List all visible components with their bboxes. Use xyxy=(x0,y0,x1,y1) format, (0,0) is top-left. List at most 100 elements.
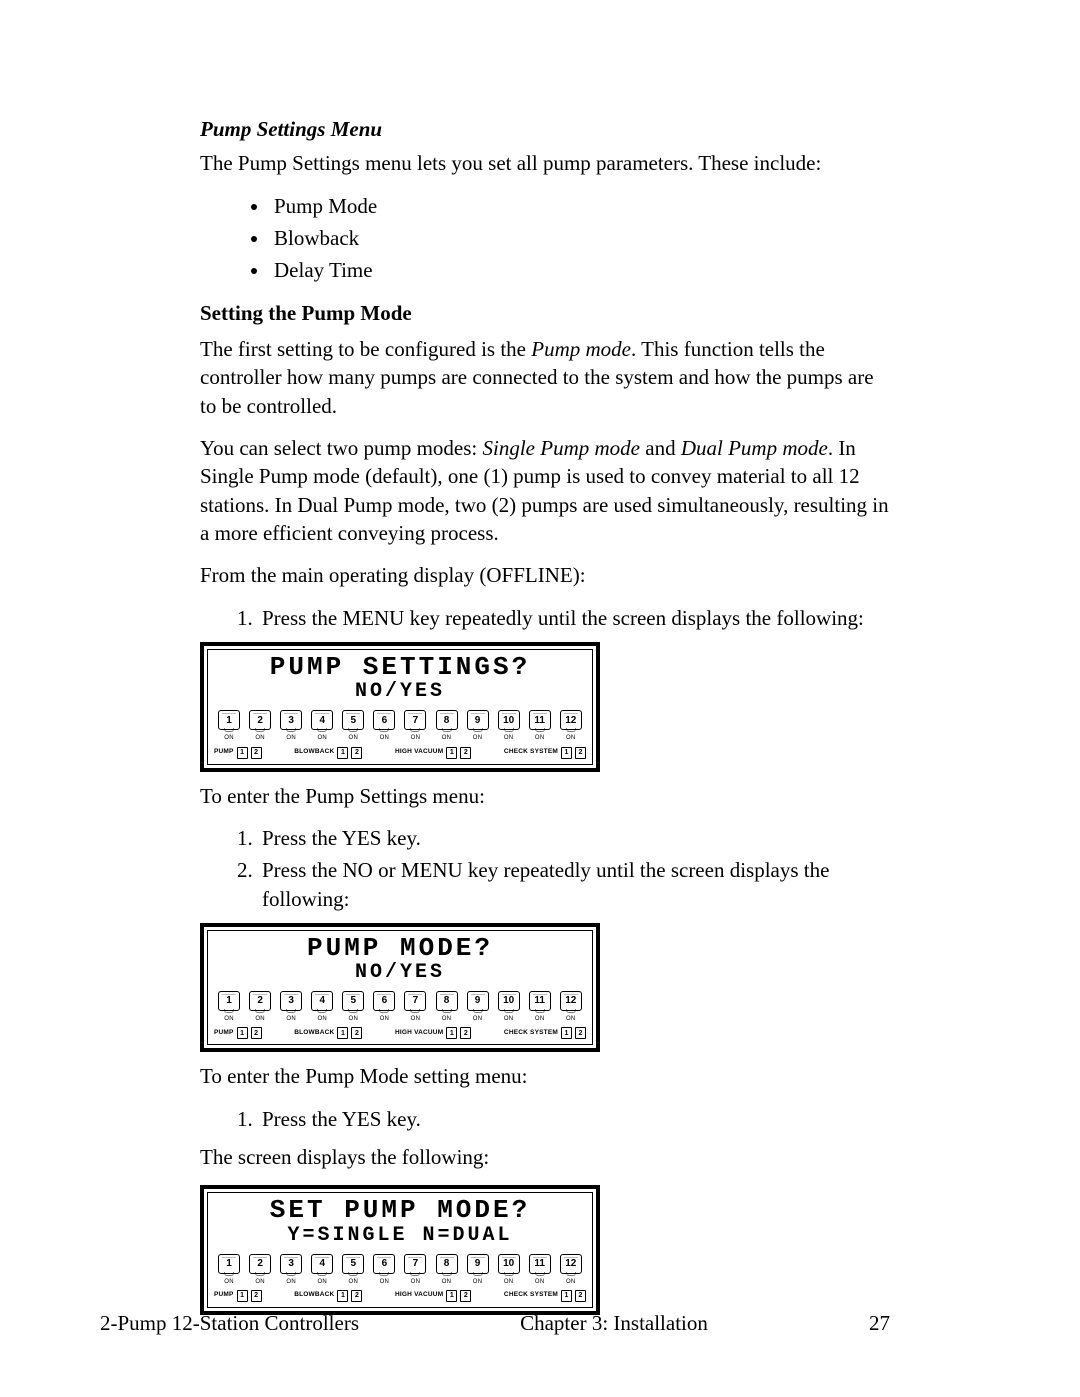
on-label: ON xyxy=(380,734,390,742)
station-key: 12 xyxy=(560,1254,582,1274)
indicator-group: CHECK SYSTEM12 xyxy=(504,747,586,759)
station: 12 ON xyxy=(557,710,585,742)
on-label: ON xyxy=(473,734,483,742)
bullet-item: Pump Mode xyxy=(270,192,890,220)
paragraph: To enter the Pump Settings menu: xyxy=(200,782,890,810)
station: 5 ON xyxy=(339,991,367,1023)
on-label: ON xyxy=(566,734,576,742)
group-label: BLOWBACK xyxy=(294,1029,334,1038)
indicator-group: HIGH VACUUM12 xyxy=(395,1290,471,1302)
station: 5ON xyxy=(339,1254,367,1286)
station-key: 7 xyxy=(404,991,426,1011)
station: 10ON xyxy=(495,991,523,1023)
controller-illustration: PUMP SETTINGS?NO/YES1ON2ON3ON4ON5ON6ON7O… xyxy=(200,642,600,771)
device-inner: SET PUMP MODE?Y=SINGLE N=DUAL1ON2ON3ON4O… xyxy=(207,1192,593,1307)
group-label: CHECK SYSTEM xyxy=(504,1029,558,1038)
station: 1 ON xyxy=(215,991,243,1023)
station-key: 10 xyxy=(498,1254,520,1274)
station: 3ON xyxy=(277,991,305,1023)
station: 2ON xyxy=(246,991,274,1023)
controller-illustration: SET PUMP MODE?Y=SINGLE N=DUAL1ON2ON3ON4O… xyxy=(200,1185,600,1314)
on-label: ON xyxy=(349,1015,359,1023)
step-item: Press the YES key. xyxy=(258,824,890,852)
indicator-box: 1 xyxy=(337,1290,348,1302)
station-row: 1ON2ON3ON4ON5ON6ON7ON8ON9ON10ON11ON12ON xyxy=(208,709,592,744)
indicator-box: 2 xyxy=(460,1027,471,1039)
on-label: ON xyxy=(442,1015,452,1023)
on-label: ON xyxy=(286,1278,296,1286)
step-item: Press the YES key. xyxy=(258,1105,890,1133)
station: 3 ON xyxy=(277,1254,305,1286)
station: 12ON xyxy=(557,991,585,1023)
lcd-line-2: Y=SINGLE N=DUAL xyxy=(214,1225,586,1247)
indicator-groups: PUMP12BLOWBACK12HIGH VACUUM12CHECK SYSTE… xyxy=(208,1025,592,1044)
station-key: 2 xyxy=(249,710,271,730)
station-key: 6 xyxy=(373,1254,395,1274)
station-key: 5 xyxy=(342,991,364,1011)
station-key: 2 xyxy=(249,1254,271,1274)
indicator-group: CHECK SYSTEM12 xyxy=(504,1027,586,1039)
indicator-box: 1 xyxy=(337,747,348,759)
station: 4ON xyxy=(308,1254,336,1286)
emphasis: Single Pump mode xyxy=(483,436,640,460)
station-key: 6 xyxy=(373,710,395,730)
indicator-group: PUMP12 xyxy=(214,1027,262,1039)
indicator-group: BLOWBACK12 xyxy=(294,747,362,759)
emphasis: Dual Pump mode xyxy=(681,436,828,460)
on-label: ON xyxy=(380,1015,390,1023)
station-key: 12 xyxy=(560,710,582,730)
group-label: CHECK SYSTEM xyxy=(504,1291,558,1300)
indicator-group: BLOWBACK12 xyxy=(294,1027,362,1039)
station: 3ON xyxy=(277,710,305,742)
station: 6ON xyxy=(370,991,398,1023)
station-key: 11 xyxy=(529,710,551,730)
station: 8ON xyxy=(433,710,461,742)
indicator-box: 1 xyxy=(237,1290,248,1302)
indicator-box: 2 xyxy=(251,1027,262,1039)
station-key: 3 xyxy=(280,991,302,1011)
ordered-steps: Press the YES key. xyxy=(200,1105,890,1133)
on-label: ON xyxy=(224,1015,234,1023)
station-key: 8 xyxy=(436,1254,458,1274)
station-key: 1 xyxy=(218,1254,240,1274)
lcd-line-2: NO/YES xyxy=(214,962,586,984)
device-inner: PUMP SETTINGS?NO/YES1ON2ON3ON4ON5ON6ON7O… xyxy=(207,649,593,764)
station-key: 2 xyxy=(249,991,271,1011)
indicator-box: 1 xyxy=(561,1027,572,1039)
indicator-box: 1 xyxy=(446,747,457,759)
station: 2ON xyxy=(246,1254,274,1286)
indicator-box: 2 xyxy=(351,1027,362,1039)
station: 1 ON xyxy=(215,710,243,742)
on-label: ON xyxy=(473,1278,483,1286)
paragraph: You can select two pump modes: Single Pu… xyxy=(200,434,890,547)
indicator-box: 2 xyxy=(351,747,362,759)
indicator-box: 1 xyxy=(561,1290,572,1302)
station-key: 1 xyxy=(218,991,240,1011)
lcd-screen: PUMP SETTINGS?NO/YES xyxy=(208,650,592,709)
station-key: 11 xyxy=(529,991,551,1011)
on-label: ON xyxy=(535,1015,545,1023)
station-row: 1ON2ON3ON4ON5ON6ON7ON8ON9ON10ON11ON12ON xyxy=(208,1253,592,1288)
indicator-group: CHECK SYSTEM12 xyxy=(504,1290,586,1302)
lcd-line-1: PUMP MODE? xyxy=(214,935,586,962)
station-key: 5 xyxy=(342,710,364,730)
group-label: HIGH VACUUM xyxy=(395,1029,443,1038)
station-key: 10 xyxy=(498,991,520,1011)
station: 12ON xyxy=(557,1254,585,1286)
on-label: ON xyxy=(317,1015,327,1023)
step-item: Press the NO or MENU key repeatedly unti… xyxy=(258,856,890,913)
station: 8ON xyxy=(433,1254,461,1286)
station: 11 ON xyxy=(526,991,554,1023)
indicator-box: 2 xyxy=(460,1290,471,1302)
indicator-groups: PUMP12BLOWBACK12HIGH VACUUM12CHECK SYSTE… xyxy=(208,1288,592,1307)
indicator-group: HIGH VACUUM12 xyxy=(395,1027,471,1039)
station-key: 3 xyxy=(280,1254,302,1274)
paragraph: To enter the Pump Mode setting menu: xyxy=(200,1062,890,1090)
station-key: 8 xyxy=(436,991,458,1011)
station: 6 ON xyxy=(370,710,398,742)
bullet-list: Pump Mode Blowback Delay Time xyxy=(200,192,890,285)
indicator-box: 2 xyxy=(575,747,586,759)
station: 4ON xyxy=(308,710,336,742)
station-key: 1 xyxy=(218,710,240,730)
on-label: ON xyxy=(224,734,234,742)
